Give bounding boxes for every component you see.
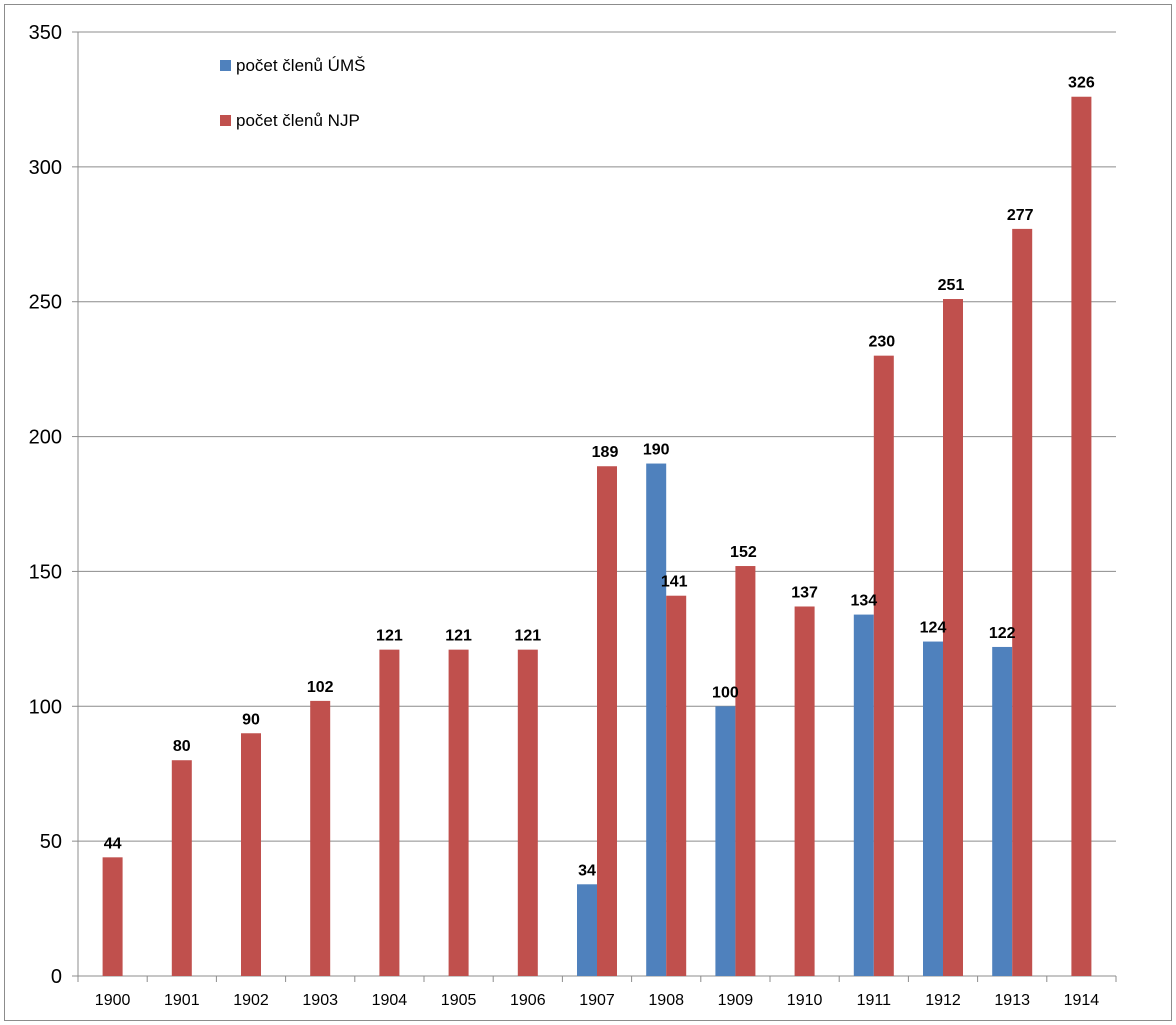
data-label-njp: 277	[1007, 207, 1034, 224]
y-tick-label: 150	[29, 561, 62, 583]
data-label-njp: 326	[1068, 75, 1095, 92]
data-label-njp: 152	[730, 544, 757, 561]
bar-njp	[1071, 96, 1092, 976]
x-tick-label: 1906	[510, 992, 546, 1009]
bar-ums	[923, 641, 943, 976]
x-tick-label: 1913	[994, 992, 1030, 1009]
y-tick-label: 300	[29, 157, 62, 179]
bar-njp	[943, 299, 963, 976]
bar-njp	[379, 649, 400, 976]
bar-njp	[517, 649, 538, 976]
y-tick-label: 50	[40, 831, 62, 853]
data-label-njp: 80	[173, 738, 191, 755]
bar-ums	[853, 614, 874, 976]
bar-ums	[577, 884, 597, 976]
bar-njp	[666, 595, 687, 976]
chart-frame	[4, 4, 1172, 1021]
data-label-njp: 137	[791, 584, 818, 601]
y-tick-label: 100	[29, 696, 62, 718]
y-tick-label: 250	[29, 292, 62, 314]
data-label-ums: 124	[920, 620, 947, 637]
data-label-njp: 251	[938, 277, 965, 294]
data-label-njp: 189	[592, 444, 619, 461]
bar-njp	[448, 649, 469, 976]
x-tick-label: 1904	[372, 992, 408, 1009]
data-label-ums: 100	[712, 684, 739, 701]
x-tick-label: 1900	[95, 992, 131, 1009]
legend-swatch	[220, 115, 231, 126]
bar-ums	[992, 646, 1013, 976]
bar-njp	[735, 566, 756, 976]
data-label-njp: 90	[242, 711, 260, 728]
bar-njp	[794, 606, 815, 976]
x-tick-label: 1905	[441, 992, 477, 1009]
data-label-njp: 121	[445, 628, 472, 645]
legend-label: počet členů NJP	[236, 111, 360, 130]
bars	[102, 96, 1092, 977]
legend-label: počet členů ÚMŠ	[236, 56, 365, 75]
y-tick-label: 0	[51, 966, 62, 988]
x-tick-label: 1902	[233, 992, 269, 1009]
x-tick-label: 1914	[1064, 992, 1100, 1009]
x-tick-label: 1908	[648, 992, 684, 1009]
bar-njp	[171, 760, 192, 976]
data-label-njp: 121	[514, 628, 541, 645]
data-label-ums: 122	[989, 625, 1016, 642]
x-tick-label: 1911	[857, 992, 892, 1009]
x-tick-label: 1901	[164, 992, 200, 1009]
bar-njp	[1012, 228, 1033, 977]
bar-ums	[715, 706, 736, 976]
data-label-njp: 230	[868, 334, 895, 351]
bar-njp	[102, 857, 123, 976]
bar-njp	[241, 733, 261, 976]
legend-swatch	[220, 60, 231, 71]
x-tick-label: 1907	[579, 992, 615, 1009]
x-tick-label: 1903	[302, 992, 338, 1009]
bar-njp	[873, 355, 894, 977]
axes: 0 50 100 150 200 250 300 350 1900 1901 1902 1903 190…	[29, 22, 1117, 1009]
x-tick-label: 1912	[925, 992, 961, 1009]
bar-ums	[646, 463, 667, 976]
data-label-njp: 121	[376, 628, 403, 645]
data-label-ums: 134	[850, 593, 877, 610]
bar-njp	[310, 700, 331, 976]
x-tick-label: 1909	[718, 992, 754, 1009]
data-labels: 44 80 90 102 121 121 121 34 189 190 141 100 152 137 13…	[104, 75, 1095, 880]
y-tick-label: 200	[29, 427, 62, 449]
data-label-njp: 102	[307, 679, 334, 696]
data-label-ums: 190	[643, 442, 670, 459]
bar-njp	[597, 466, 617, 976]
data-label-njp: 141	[661, 574, 688, 591]
data-label-ums: 34	[578, 862, 596, 879]
y-tick-label: 350	[29, 22, 62, 44]
x-tick-label: 1910	[787, 992, 823, 1009]
legend: počet členů ÚMŠ počet členů NJP	[220, 56, 365, 130]
data-label-njp: 44	[104, 835, 122, 852]
